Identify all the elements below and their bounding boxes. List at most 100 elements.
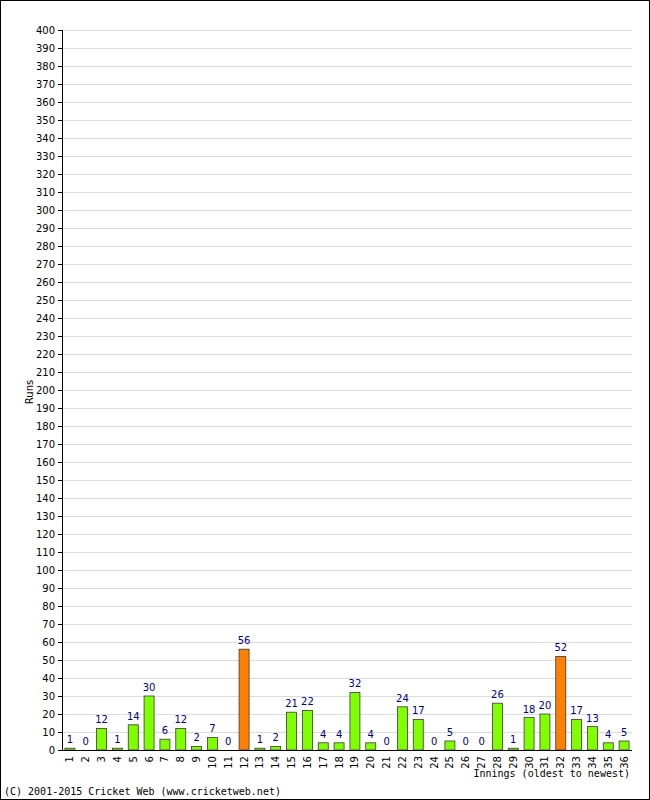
bars bbox=[65, 649, 629, 750]
tick-mark bbox=[58, 426, 62, 427]
tick-label: 60 bbox=[42, 637, 55, 648]
tick-label: 30 bbox=[42, 691, 55, 702]
tick-label: 2 bbox=[80, 756, 91, 762]
data-label: 30 bbox=[143, 682, 156, 693]
bar bbox=[160, 739, 170, 750]
tick-label: 8 bbox=[175, 756, 186, 762]
tick-mark bbox=[58, 354, 62, 355]
tick-mark bbox=[58, 534, 62, 535]
tick-mark bbox=[58, 282, 62, 283]
data-label: 24 bbox=[396, 693, 409, 704]
tick-mark bbox=[58, 642, 62, 643]
grid-line bbox=[62, 102, 632, 103]
tick-label: 130 bbox=[36, 511, 55, 522]
tick-label: 22 bbox=[397, 756, 408, 769]
grid-line bbox=[62, 192, 632, 193]
tick-mark bbox=[58, 210, 62, 211]
tick-label: 150 bbox=[36, 475, 55, 486]
tick-mark bbox=[58, 264, 62, 265]
data-label: 7 bbox=[209, 723, 215, 734]
tick-label: 18 bbox=[334, 756, 345, 769]
tick-label: 30 bbox=[524, 756, 535, 769]
bar bbox=[302, 710, 312, 750]
tick-label: 16 bbox=[302, 756, 313, 769]
tick-label: 400 bbox=[36, 25, 55, 36]
tick-label: 340 bbox=[36, 133, 55, 144]
tick-label: 170 bbox=[36, 439, 55, 450]
data-label: 2 bbox=[273, 732, 279, 743]
data-label: 22 bbox=[301, 696, 314, 707]
bar bbox=[97, 728, 107, 750]
grid-line bbox=[62, 120, 632, 121]
tick-mark bbox=[58, 66, 62, 67]
tick-label: 19 bbox=[349, 756, 360, 769]
data-label: 13 bbox=[586, 713, 599, 724]
data-label: 17 bbox=[570, 705, 583, 716]
bar bbox=[176, 728, 186, 750]
grid-line bbox=[62, 390, 632, 391]
tick-label: 380 bbox=[36, 61, 55, 72]
bar bbox=[350, 692, 360, 750]
tick-label: 310 bbox=[36, 187, 55, 198]
tick-label: 27 bbox=[476, 756, 487, 769]
tick-label: 17 bbox=[318, 756, 329, 769]
bar bbox=[619, 741, 629, 750]
grid-line bbox=[62, 606, 632, 607]
bar bbox=[382, 750, 392, 751]
tick-label: 80 bbox=[42, 601, 55, 612]
data-label: 52 bbox=[554, 642, 567, 653]
bar bbox=[492, 703, 502, 750]
grid-line bbox=[62, 318, 632, 319]
tick-label: 29 bbox=[508, 756, 519, 769]
grid-line bbox=[62, 660, 632, 661]
bar bbox=[572, 719, 582, 750]
tick-label: 70 bbox=[42, 619, 55, 630]
data-label: 5 bbox=[447, 727, 453, 738]
data-label: 12 bbox=[95, 714, 108, 725]
grid-line bbox=[62, 462, 632, 463]
bar bbox=[524, 718, 534, 750]
data-label: 0 bbox=[431, 736, 437, 747]
tick-label: 25 bbox=[444, 756, 455, 769]
tick-label: 320 bbox=[36, 169, 55, 180]
tick-label: 290 bbox=[36, 223, 55, 234]
bar bbox=[144, 696, 154, 750]
grid-line bbox=[62, 282, 632, 283]
data-label: 1 bbox=[114, 734, 120, 745]
tick-label: 35 bbox=[603, 756, 614, 769]
tick-label: 110 bbox=[36, 547, 55, 558]
bar bbox=[318, 743, 328, 750]
axis-label: Runs bbox=[24, 380, 35, 404]
tick-label: 24 bbox=[429, 756, 440, 769]
tick-label: 31 bbox=[539, 756, 550, 769]
tick-label: 33 bbox=[571, 756, 582, 769]
tick-mark bbox=[58, 660, 62, 661]
tick-label: 140 bbox=[36, 493, 55, 504]
data-label: 1 bbox=[510, 734, 516, 745]
data-label: 2 bbox=[193, 732, 199, 743]
tick-label: 280 bbox=[36, 241, 55, 252]
tick-label: 190 bbox=[36, 403, 55, 414]
tick-mark bbox=[58, 192, 62, 193]
annotation: (C) 2001-2015 Cricket Web (www.cricketwe… bbox=[4, 786, 281, 797]
bar bbox=[287, 712, 297, 750]
tick-label: 4 bbox=[112, 756, 123, 762]
tick-mark bbox=[58, 444, 62, 445]
tick-mark bbox=[58, 732, 62, 733]
tick-mark bbox=[58, 588, 62, 589]
grid-line bbox=[62, 246, 632, 247]
tick-label: 220 bbox=[36, 349, 55, 360]
tick-mark bbox=[58, 750, 62, 751]
bar bbox=[207, 737, 217, 750]
data-label: 0 bbox=[463, 736, 469, 747]
grid-line bbox=[62, 516, 632, 517]
bar bbox=[397, 707, 407, 750]
data-label: 26 bbox=[491, 689, 504, 700]
frame bbox=[1, 1, 650, 800]
tick-label: 26 bbox=[460, 756, 471, 769]
bar bbox=[81, 750, 91, 751]
tick-label: 270 bbox=[36, 259, 55, 270]
tick-label: 20 bbox=[42, 709, 55, 720]
tick-label: 0 bbox=[49, 745, 55, 756]
bar bbox=[603, 743, 613, 750]
